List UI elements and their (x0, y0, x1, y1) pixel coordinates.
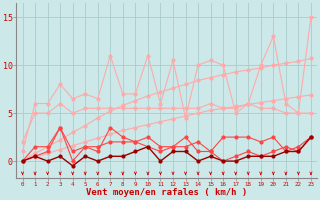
X-axis label: Vent moyen/en rafales ( km/h ): Vent moyen/en rafales ( km/h ) (86, 188, 247, 197)
